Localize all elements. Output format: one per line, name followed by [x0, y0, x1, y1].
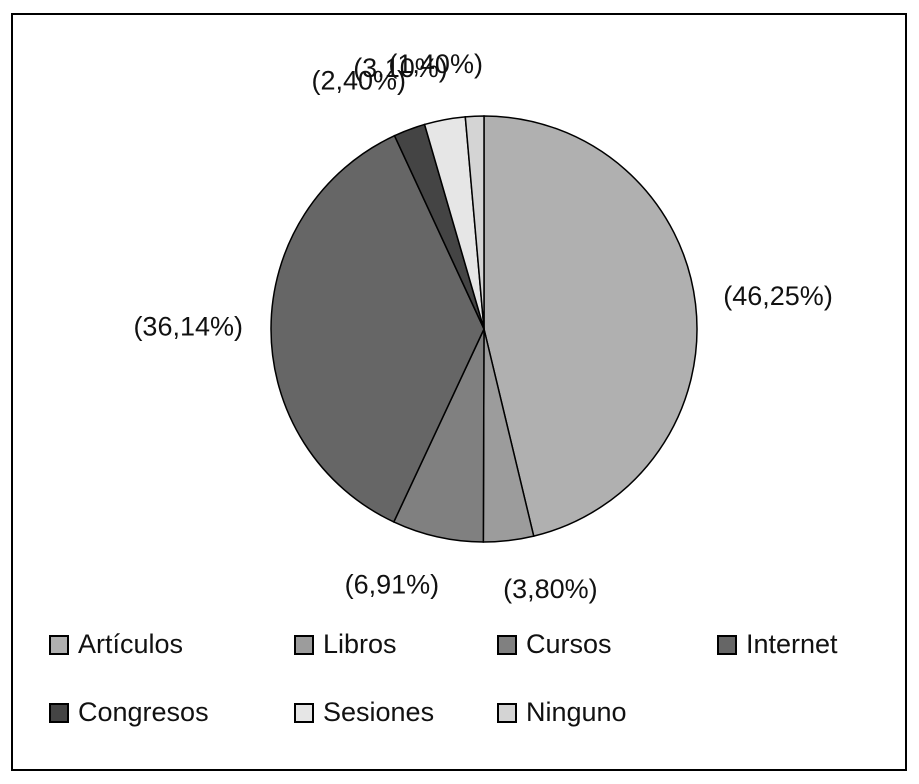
data-label: (2,40%)	[311, 65, 406, 95]
legend-swatch	[717, 635, 737, 655]
legend-label: Ninguno	[526, 697, 627, 727]
legend-label: Libros	[323, 629, 397, 659]
legend-label: Cursos	[526, 629, 612, 659]
legend-label: Congresos	[78, 697, 209, 727]
legend-swatch	[294, 703, 314, 723]
legend-swatch	[497, 703, 517, 723]
data-label: (36,14%)	[133, 312, 243, 342]
legend-label: Sesiones	[323, 697, 434, 727]
legend-label: Internet	[746, 629, 838, 659]
legend-swatch	[497, 635, 517, 655]
legend-swatch	[49, 635, 69, 655]
data-label: (46,25%)	[723, 281, 833, 311]
legend-swatch	[49, 703, 69, 723]
legend-label: Artículos	[78, 629, 183, 659]
pie-slice	[270, 134, 485, 523]
pie-slice	[464, 115, 485, 330]
data-label: (3,80%)	[503, 574, 598, 604]
data-label: (3,10%)	[353, 53, 448, 83]
pie-slice	[483, 115, 698, 538]
data-label: (6,91%)	[345, 569, 440, 599]
data-label: (1,40%)	[388, 49, 483, 79]
legend-swatch	[294, 635, 314, 655]
